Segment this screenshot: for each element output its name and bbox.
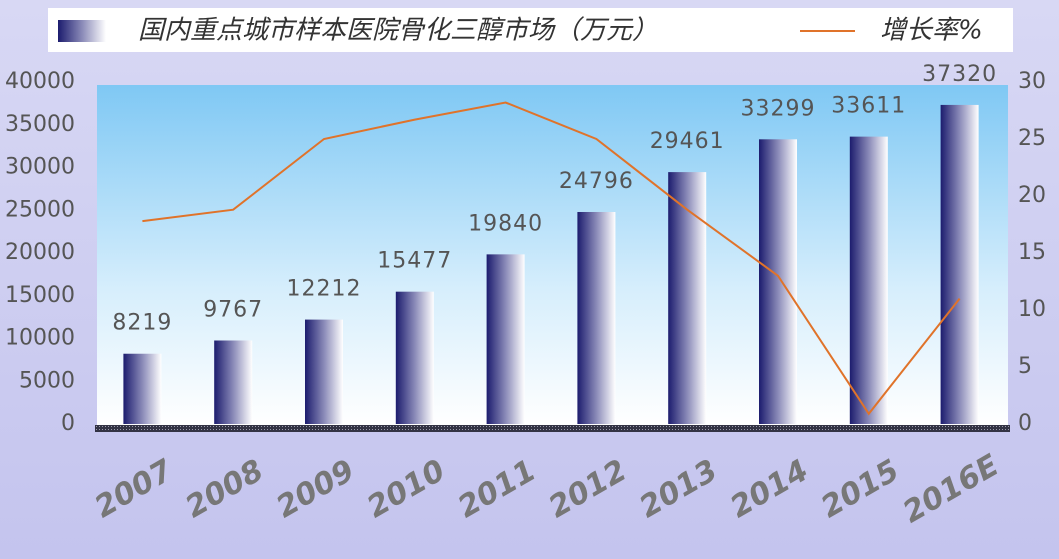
y2-tick-label: 5	[1018, 354, 1032, 379]
y-tick-label: 40000	[5, 69, 75, 94]
data-label: 8219	[112, 311, 172, 336]
data-label: 15477	[377, 249, 452, 274]
legend-label: 增长率%	[880, 16, 983, 46]
y2-tick-label: 20	[1018, 183, 1046, 208]
data-label: 12212	[287, 277, 362, 302]
line	[142, 101, 961, 416]
bar	[668, 172, 707, 424]
bar	[849, 136, 888, 424]
y-tick-label: 25000	[5, 197, 75, 222]
bar	[577, 211, 616, 424]
y-tick-label: 5000	[19, 368, 75, 393]
y2-tick-label: 25	[1018, 126, 1046, 151]
y-tick-label: 35000	[5, 112, 75, 137]
data-label: 29461	[650, 129, 725, 154]
floor	[95, 425, 1010, 432]
bar	[214, 340, 253, 424]
data-label: 33299	[741, 96, 816, 121]
y2-tick-label: 30	[1018, 69, 1046, 94]
bar	[123, 353, 162, 424]
data-label: 33611	[831, 94, 906, 119]
y-tick-label: 10000	[5, 326, 75, 351]
data-label: 37320	[922, 62, 997, 87]
bar	[759, 139, 797, 424]
y-tick-label: 30000	[5, 155, 75, 180]
y-tick-label: 0	[61, 411, 75, 436]
data-label: 19840	[468, 211, 543, 236]
bar	[486, 254, 525, 424]
bar	[940, 104, 979, 424]
legend: 国内重点城市样本医院骨化三醇市场（万元） 增长率%	[48, 8, 1013, 52]
legend-swatch	[58, 20, 106, 42]
legend-label: 国内重点城市样本医院骨化三醇市场（万元）	[138, 16, 658, 46]
y-tick-label: 20000	[5, 240, 75, 265]
data-label: 9767	[203, 297, 263, 322]
data-label: 24796	[559, 169, 634, 194]
y2-tick-label: 0	[1018, 411, 1032, 436]
y2-tick-label: 10	[1018, 297, 1046, 322]
bar	[395, 291, 434, 424]
bar	[305, 319, 343, 424]
y2-tick-label: 15	[1018, 240, 1046, 265]
y-tick-label: 15000	[5, 283, 75, 308]
